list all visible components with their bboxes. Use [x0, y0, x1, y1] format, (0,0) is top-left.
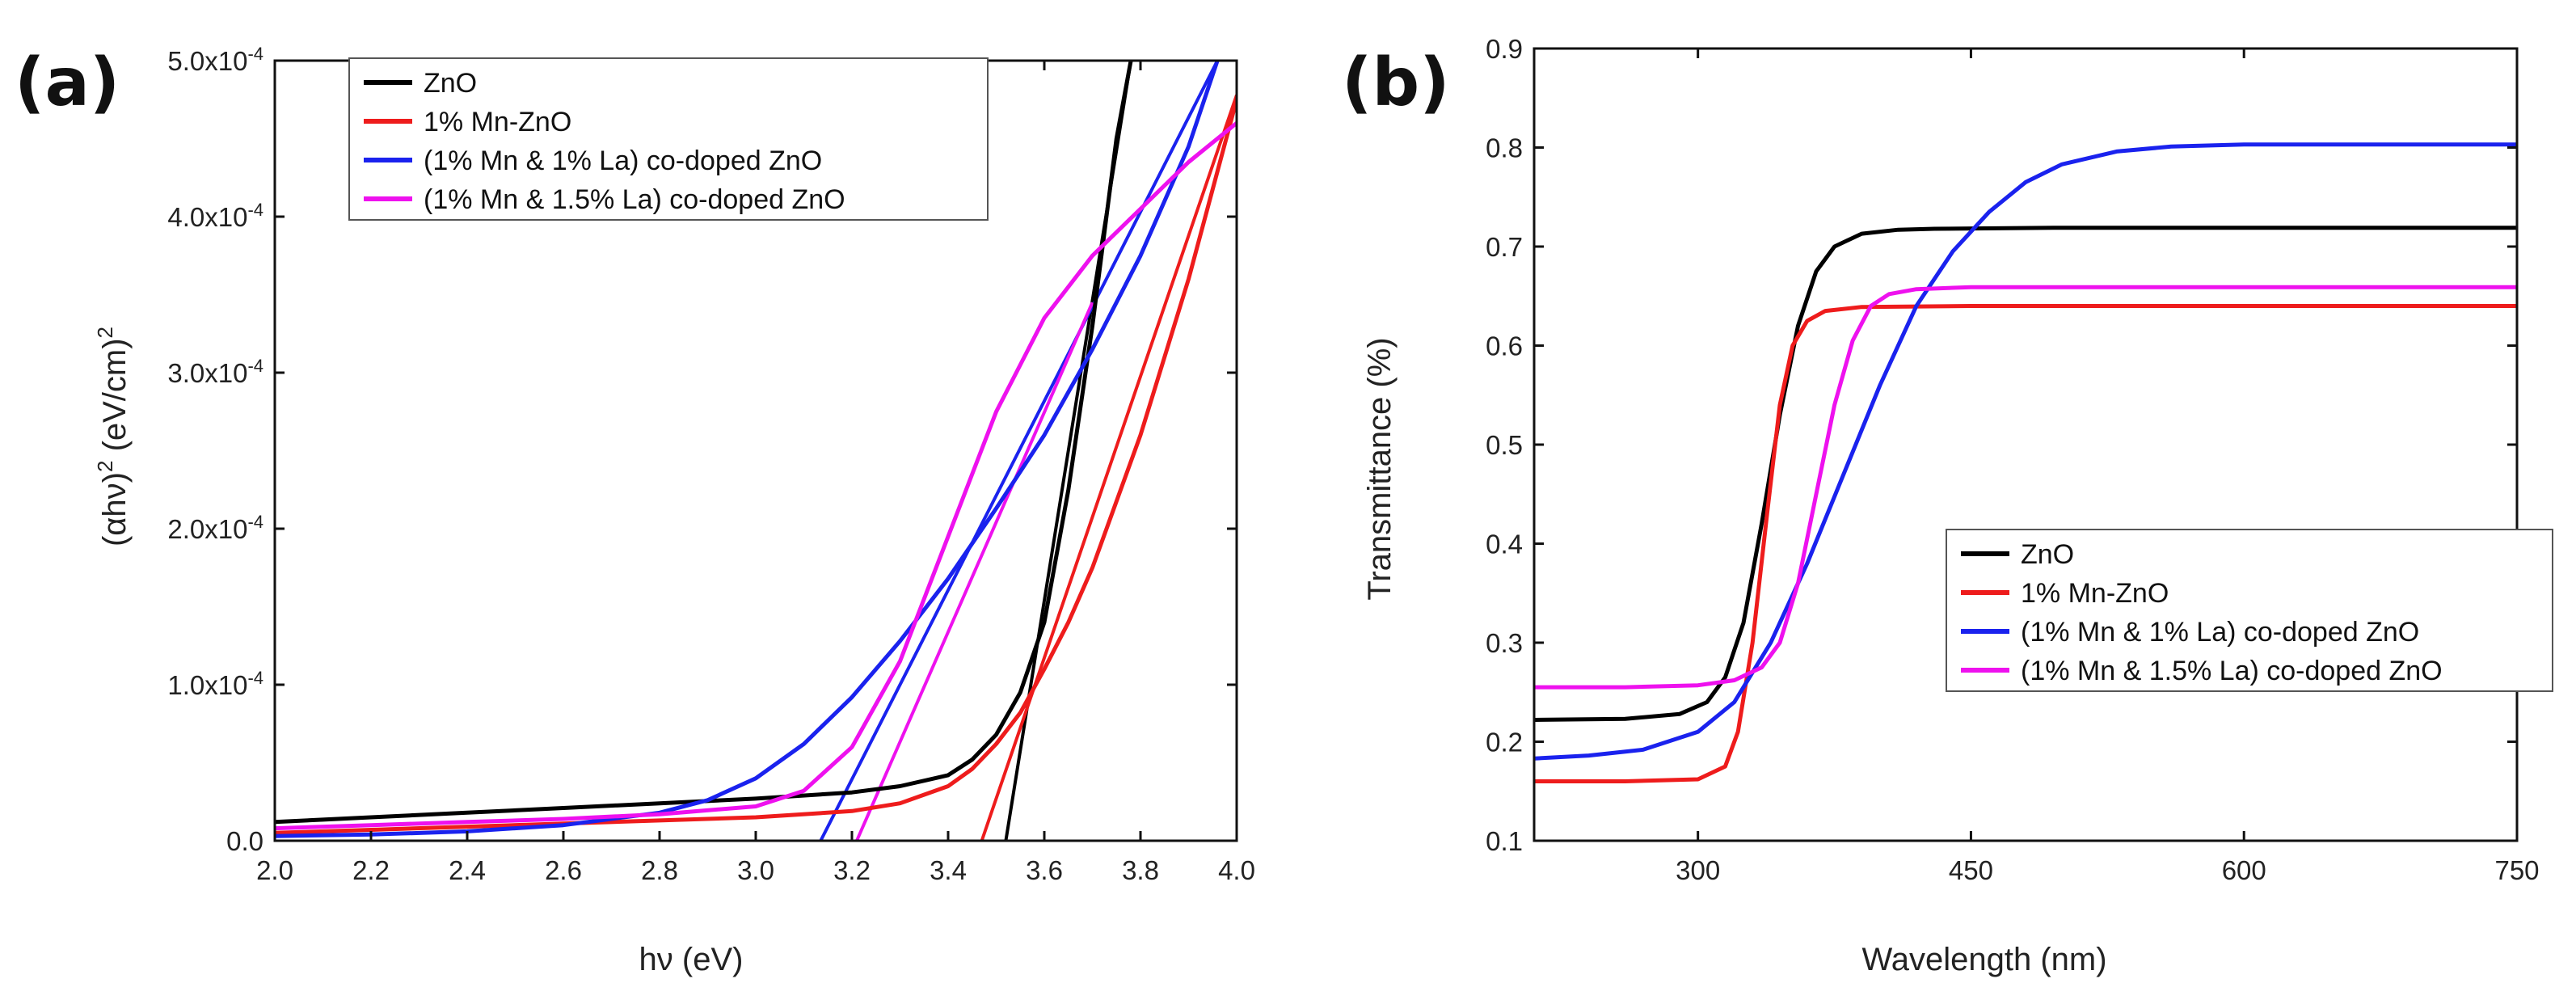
panel-a-y-tick-label: 2.0x10-4: [167, 512, 264, 544]
panel-b-series-zno: [1534, 226, 2517, 722]
panel-a-y-tick-mantissa: 0.0: [226, 826, 264, 856]
panel-b-y-tick-label: 0.4: [1486, 530, 1523, 559]
panel-a-x-tick-label: 3.0: [737, 855, 774, 885]
panel-a-y-tick-mantissa: 3.0x10: [167, 358, 247, 388]
panel-a-x-tick-label: 3.8: [1122, 855, 1159, 885]
panel-b-y-tick-label: 0.3: [1486, 628, 1523, 658]
panel-b-y-tick-label: 0.6: [1486, 331, 1523, 361]
panel-a-y-tick-label: 0.0: [226, 826, 264, 856]
panel-a: (a) 2.0 2.2 2.4 2.6 2.8 3.0 3.2 3.4 3.6 3.8 4.0 0.…: [15, 44, 1255, 977]
panel-b-label: (b): [1342, 44, 1450, 121]
panel-a-fit-line-mnla1: [819, 61, 1219, 841]
panel-a-x-tick-label: 3.2: [833, 855, 871, 885]
panel-b-x-tick-label: 450: [1949, 855, 1993, 885]
panel-a-series-1-mn-zno: [275, 97, 1237, 835]
panel-b-legend-label-1-mn-1-la-co-doped-zno: (1% Mn & 1% La) co-doped ZnO: [2021, 617, 2419, 648]
panel-a-series-zno: [275, 61, 1133, 825]
panel-b-x-axis-title: Wavelength (nm): [1861, 942, 2106, 977]
panel-a-legend-label-1-mn-zno: 1% Mn-ZnO: [424, 107, 571, 137]
panel-a-y-tick-label: 4.0x10-4: [167, 200, 264, 232]
panel-b-series-group: [1534, 142, 2517, 783]
panel-a-y-axis-title-sup: 2: [93, 461, 117, 472]
panel-b-series-1-mn-1-la-co-doped-zno: [1534, 142, 2517, 761]
panel-a-x-tick-label: 2.8: [641, 855, 678, 885]
panel-b-plot-frame: [1533, 47, 2519, 842]
panel-b-x-tick-label: 750: [2494, 855, 2539, 885]
panel-a-y-tick-exponent: -4: [247, 44, 264, 64]
panel-b-legend-box: [1946, 529, 2553, 692]
panel-a-series-1-mn-1-la-co-doped-zno: [275, 61, 1220, 838]
panel-a-legend-label-1-mn-1-5-la-co-doped-zno: (1% Mn & 1.5% La) co-doped ZnO: [424, 184, 845, 215]
panel-b-y-tick-label: 0.2: [1486, 728, 1523, 757]
panel-a-x-tick-label: 4.0: [1218, 855, 1255, 885]
panel-b-y-tick-label: 0.5: [1486, 430, 1523, 460]
panel-a-y-tick-label: 1.0x10-4: [167, 668, 264, 700]
panel-a-y-axis-title-rest: (eV/cm): [97, 338, 133, 460]
panel-a-legend-box: [348, 57, 989, 221]
panel-a-plot: [273, 59, 1238, 842]
panel-a-x-tick-label: 2.4: [449, 855, 486, 885]
panel-b-series-1-mn-1-5-la-co-doped-zno: [1534, 285, 2517, 690]
panel-a-series-1-mn-1-5-la-co-doped-zno: [275, 120, 1237, 831]
panel-a-y-ticks: 0.01.0x10-42.0x10-43.0x10-44.0x10-45.0x1…: [167, 44, 1237, 856]
panel-b-series-1-mn-zno: [1534, 304, 2517, 783]
panel-a-fit-line-mn: [980, 94, 1237, 841]
panel-b-y-tick-label: 0.9: [1486, 34, 1523, 64]
panel-a-fit-line-mnla15: [855, 302, 1094, 841]
panel-a-y-tick-mantissa: 1.0x10: [167, 670, 247, 700]
panel-b-x-ticks: 300 450 600 750: [1676, 49, 2540, 885]
panel-a-x-tick-label: 2.0: [256, 855, 293, 885]
panel-b-plot: [1533, 47, 2519, 842]
panel-b: (b) 300 450 600 750 0.10.20.30.40.50.60.70.…: [1342, 34, 2553, 977]
panel-b-y-axis-title: Transmittance (%): [1362, 337, 1398, 600]
panel-a-label: (a): [15, 44, 120, 121]
panel-a-series-group: [275, 61, 1237, 841]
panel-a-y-tick-exponent: -4: [247, 668, 264, 688]
panel-a-y-tick-exponent: -4: [247, 356, 264, 376]
panel-b-legend-label-1-mn-1-5-la-co-doped-zno: (1% Mn & 1.5% La) co-doped ZnO: [2021, 656, 2443, 686]
panel-a-y-tick-mantissa: 5.0x10: [167, 46, 247, 76]
panel-a-x-tick-label: 2.2: [352, 855, 390, 885]
panel-a-legend-label-1-mn-1-la-co-doped-zno: (1% Mn & 1% La) co-doped ZnO: [424, 146, 822, 176]
panel-a-x-tick-label: 3.4: [930, 855, 967, 885]
panel-a-x-tick-label: 2.6: [545, 855, 582, 885]
panel-b-legend-label-1-mn-zno: 1% Mn-ZnO: [2021, 578, 2169, 609]
panel-b-y-ticks: 0.1 0.2 0.3 0.4 0.5 0.6 0.7 0.8 0.9: [1486, 34, 2517, 856]
panel-b-legend-label-zno: ZnO: [2021, 539, 2074, 570]
panel-a-y-tick-exponent: -4: [247, 200, 264, 220]
panel-a-y-tick-label: 3.0x10-4: [167, 356, 264, 388]
panel-b-x-tick-label: 600: [2222, 855, 2266, 885]
panel-b-y-tick-label: 0.7: [1486, 232, 1523, 262]
panel-a-x-ticks: 2.0 2.2 2.4 2.6 2.8 3.0 3.2 3.4 3.6 3.8 4.0: [256, 61, 1255, 885]
panel-a-legend-label-zno: ZnO: [424, 68, 477, 99]
panel-a-y-tick-mantissa: 2.0x10: [167, 514, 247, 544]
panel-b-x-tick-label: 300: [1676, 855, 1720, 885]
panel-b-legend: ZnO 1% Mn-ZnO (1% Mn & 1% La) co-doped ZnO…: [1946, 529, 2553, 692]
panel-b-y-tick-label: 0.8: [1486, 133, 1523, 163]
panel-a-y-axis-title-main: (αhν): [97, 472, 133, 546]
panel-a-y-tick-label: 5.0x10-4: [167, 44, 264, 76]
panel-a-legend: ZnO 1% Mn-ZnO (1% Mn & 1% La) co-doped ZnO…: [348, 57, 989, 221]
panel-a-x-axis-title: hν (eV): [639, 942, 744, 977]
panel-a-y-tick-exponent: -4: [247, 512, 264, 532]
panel-a-x-tick-label: 3.6: [1026, 855, 1063, 885]
panel-a-y-tick-mantissa: 4.0x10: [167, 202, 247, 232]
panel-a-y-axis-title-sup2: 2: [93, 327, 117, 338]
panel-a-y-axis-title: (αhν)2 (eV/cm)2: [93, 327, 133, 546]
panel-b-y-tick-label: 0.1: [1486, 826, 1523, 856]
